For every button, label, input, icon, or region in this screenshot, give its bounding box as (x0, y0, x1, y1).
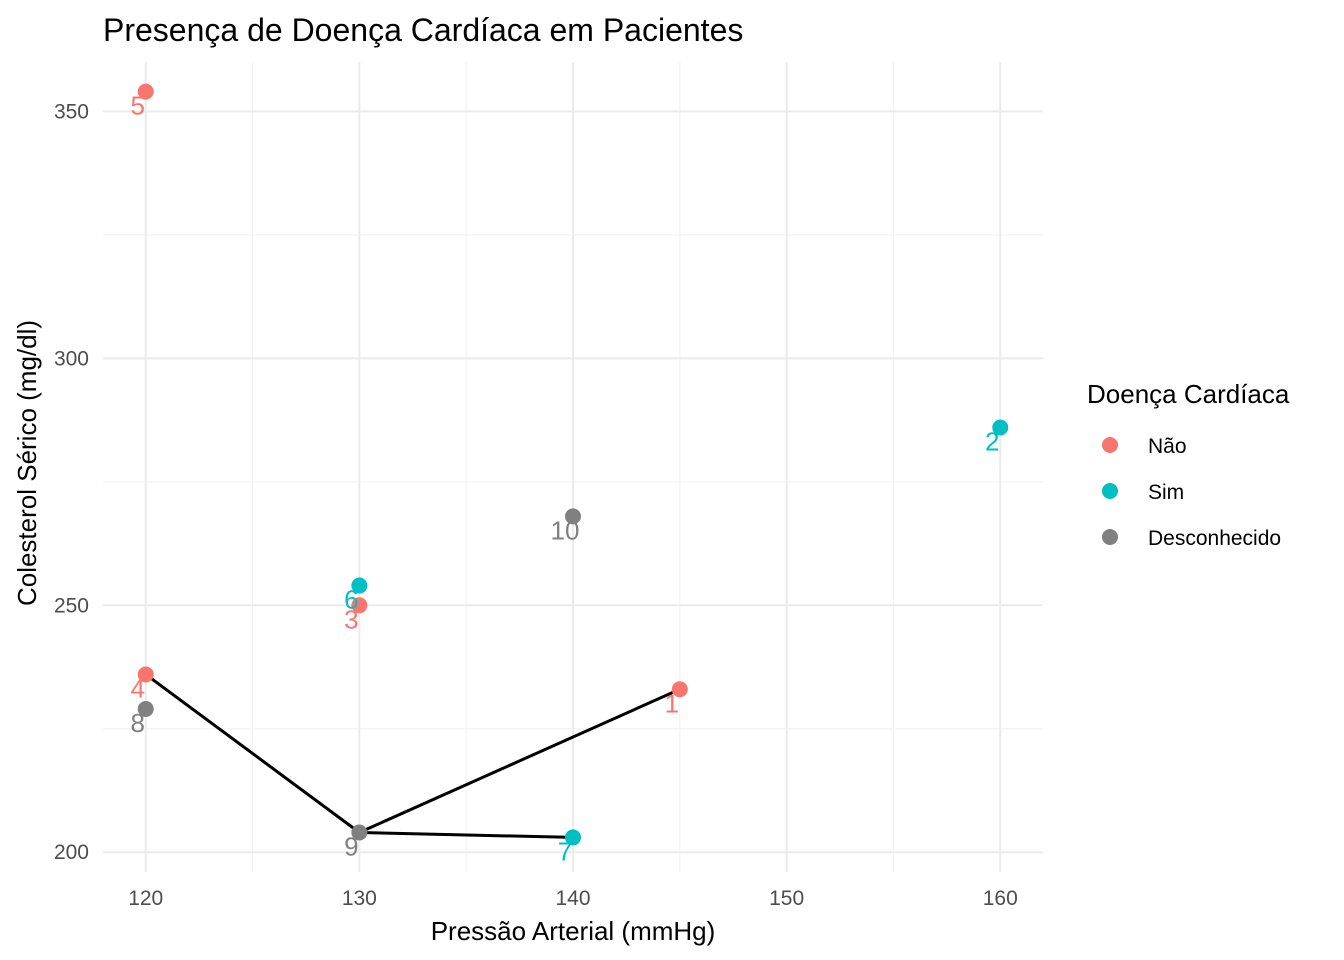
y-axis-ticks: 200 250 300 350 (54, 100, 89, 864)
x-axis-ticks: 120 130 140 150 160 (128, 887, 1018, 910)
legend-title: Doença Cardíaca (1087, 379, 1290, 409)
point-labels: 1 2 3 4 5 6 7 8 9 10 (130, 91, 999, 867)
line-segment (357, 830, 575, 839)
point-label: 3 (344, 604, 358, 634)
legend: Doença Cardíaca Não Sim Desconhecido (1087, 379, 1290, 550)
data-point (565, 508, 581, 525)
x-axis-title: Pressão Arterial (mmHg) (431, 916, 716, 946)
line-segment (144, 672, 361, 834)
point-label: 9 (344, 831, 358, 861)
legend-key (1102, 529, 1118, 545)
y-axis-title: Colesterol Sérico (mg/dl) (12, 320, 42, 606)
data-point (565, 829, 581, 846)
point-label: 10 (551, 515, 580, 545)
y-tick-label: 200 (54, 841, 89, 864)
data-point (351, 577, 368, 594)
x-tick-label: 130 (342, 887, 377, 910)
point-label: 5 (130, 91, 144, 121)
x-tick-label: 120 (128, 887, 163, 910)
plot-panel: 1 2 3 4 5 6 7 8 9 10 (103, 62, 1043, 872)
line-segment (357, 687, 682, 834)
data-point (137, 666, 154, 683)
x-tick-label: 150 (769, 887, 804, 910)
point-label: 1 (665, 688, 679, 718)
data-point (351, 824, 368, 841)
data-points (137, 83, 1009, 846)
point-label: 6 (344, 585, 358, 615)
data-point (137, 701, 154, 718)
x-tick-label: 160 (983, 887, 1018, 910)
point-label: 2 (985, 426, 999, 456)
legend-key (1102, 483, 1118, 499)
legend-label: Desconhecido (1148, 527, 1281, 550)
y-tick-label: 250 (54, 594, 89, 617)
chart-title: Presença de Doença Cardíaca em Pacientes (103, 12, 743, 48)
point-label: 7 (558, 836, 572, 866)
connecting-lines (144, 672, 682, 839)
x-tick-label: 140 (555, 887, 590, 910)
data-point (671, 681, 688, 698)
data-point (992, 419, 1009, 436)
point-label: 8 (130, 708, 144, 738)
legend-label: Sim (1148, 481, 1184, 504)
legend-key (1102, 437, 1118, 453)
y-tick-label: 300 (54, 347, 89, 370)
data-point (351, 597, 368, 614)
data-point (137, 83, 154, 100)
point-label: 4 (130, 673, 144, 703)
legend-label: Não (1148, 435, 1187, 458)
y-tick-label: 350 (54, 100, 89, 123)
legend-entries: Não Sim Desconhecido (1102, 435, 1281, 550)
